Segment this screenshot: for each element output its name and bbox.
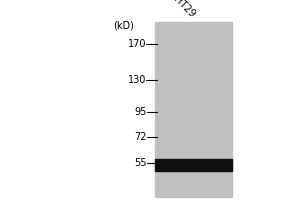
Text: 170-: 170- [128,39,150,49]
Text: 130-: 130- [128,75,150,85]
Text: 95-: 95- [134,107,150,117]
Text: 72-: 72- [134,132,150,142]
Text: 55-: 55- [134,158,150,168]
Bar [155,22,232,197]
Bar [155,159,232,171]
Text: (kD): (kD) [114,21,134,31]
Text: HT29: HT29 [172,0,197,20]
